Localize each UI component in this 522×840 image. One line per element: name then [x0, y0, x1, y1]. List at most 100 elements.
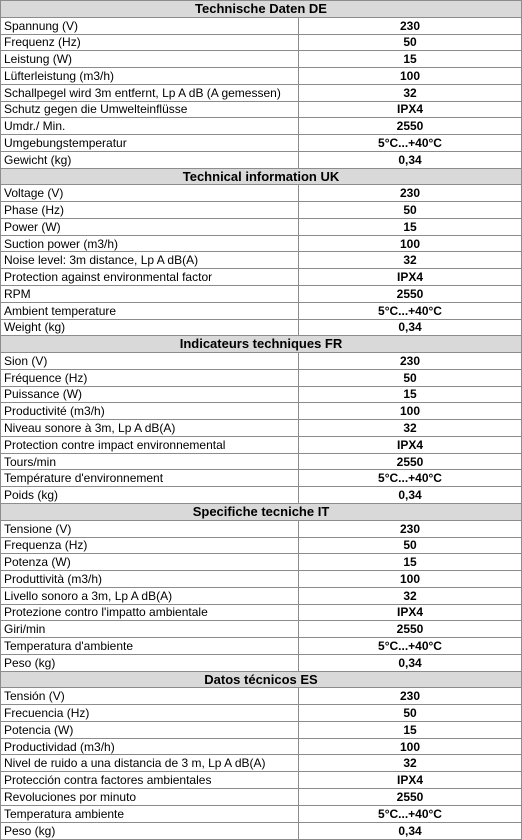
spec-row: Schutz gegen die Umwelteinflüsse IPX4: [0, 100, 522, 119]
spec-label: Spannung (V): [0, 16, 299, 35]
spec-value: 230: [298, 352, 522, 370]
spec-row: Umdr./ Min. 2550: [0, 117, 522, 136]
spec-row: Voltage (V) 230: [0, 184, 522, 203]
spec-label: Tensione (V): [0, 519, 299, 538]
spec-value: 32: [298, 251, 522, 270]
spec-value: 230: [298, 184, 522, 203]
spec-value: 0,34: [298, 653, 522, 672]
spec-label: Tensión (V): [0, 687, 299, 706]
spec-row: Tensión (V) 230: [0, 687, 522, 706]
spec-row: Suction power (m3/h) 100: [0, 234, 522, 253]
spec-label: Leistung (W): [0, 50, 299, 69]
spec-value: 15: [298, 217, 522, 236]
spec-row: Nivel de ruido a una distancia de 3 m, L…: [0, 754, 522, 773]
spec-value: IPX4: [298, 435, 522, 454]
spec-value: 230: [298, 687, 522, 706]
section-title: Specifiche tecniche IT: [0, 502, 522, 521]
spec-label: Protección contra factores ambientales: [0, 771, 299, 789]
spec-label: Fréquence (Hz): [0, 368, 299, 387]
spec-label: Protection contre impact environnemental: [0, 435, 299, 454]
spec-row: Peso (kg) 0,34: [0, 821, 522, 840]
spec-value: IPX4: [298, 603, 522, 622]
spec-value: 100: [298, 737, 522, 756]
spec-label: Puissance (W): [0, 385, 299, 404]
spec-value: 2550: [298, 620, 522, 639]
spec-row: Protezione contro l'impatto ambientale IP…: [0, 603, 522, 622]
spec-row: Protection against environmental factor I…: [0, 268, 522, 287]
spec-label: Poids (kg): [0, 486, 299, 504]
spec-label: Potencia (W): [0, 720, 299, 739]
section-title: Indicateurs techniques FR: [0, 335, 522, 354]
spec-label: Noise level: 3m distance, Lp A dB(A): [0, 251, 299, 270]
spec-row: Protección contra factores ambientales IP…: [0, 771, 522, 789]
spec-label: Température d'environnement: [0, 469, 299, 488]
section-title: Technische Daten DE: [0, 0, 522, 18]
spec-label: Peso (kg): [0, 821, 299, 840]
spec-value: 0,34: [298, 821, 522, 840]
spec-value: 50: [298, 368, 522, 387]
spec-value: 230: [298, 16, 522, 35]
spec-value: 50: [298, 33, 522, 52]
spec-label: Suction power (m3/h): [0, 234, 299, 253]
section-title: Technical information UK: [0, 167, 522, 186]
spec-value: 0,34: [298, 318, 522, 337]
spec-value: 2550: [298, 452, 522, 471]
spec-value: 100: [298, 570, 522, 588]
spec-label: Giri/min: [0, 620, 299, 639]
spec-label: Tours/min: [0, 452, 299, 471]
spec-row: Revoluciones por minuto 2550: [0, 787, 522, 806]
spec-value: 32: [298, 754, 522, 773]
spec-row: Giri/min 2550: [0, 620, 522, 639]
spec-row: Poids (kg) 0,34: [0, 486, 522, 504]
spec-value: IPX4: [298, 268, 522, 287]
spec-row: Niveau sonore à 3m, Lp A dB(A) 32: [0, 419, 522, 437]
spec-row: Frecuencia (Hz) 50: [0, 704, 522, 722]
spec-row: Frequenza (Hz) 50: [0, 536, 522, 555]
spec-row: Power (W) 15: [0, 217, 522, 236]
spec-label: Protezione contro l'impatto ambientale: [0, 603, 299, 622]
spec-label: Productivité (m3/h): [0, 402, 299, 421]
spec-label: Lüfterleistung (m3/h): [0, 67, 299, 85]
spec-value: 2550: [298, 787, 522, 806]
spec-row: Gewicht (kg) 0,34: [0, 150, 522, 169]
spec-label: Sion (V): [0, 352, 299, 370]
spec-row: Noise level: 3m distance, Lp A dB(A) 32: [0, 251, 522, 270]
spec-label: Frecuencia (Hz): [0, 704, 299, 722]
spec-label: Gewicht (kg): [0, 150, 299, 169]
spec-label: Productividad (m3/h): [0, 737, 299, 756]
spec-row: Protection contre impact environnemental…: [0, 435, 522, 454]
spec-value: 32: [298, 83, 522, 102]
spec-row: Frequenz (Hz) 50: [0, 33, 522, 52]
spec-value: 5°C...+40°C: [298, 469, 522, 488]
spec-label: Protection against environmental factor: [0, 268, 299, 287]
spec-row: Fréquence (Hz) 50: [0, 368, 522, 387]
spec-row: Sion (V) 230: [0, 352, 522, 370]
section-header-row: Specifiche tecniche IT: [0, 502, 522, 521]
spec-label: Frequenza (Hz): [0, 536, 299, 555]
spec-value: 230: [298, 519, 522, 538]
spec-value: 2550: [298, 117, 522, 136]
spec-value: 5°C...+40°C: [298, 134, 522, 152]
section-header-row: Datos técnicos ES: [0, 670, 522, 689]
spec-value: 0,34: [298, 150, 522, 169]
spec-label: Power (W): [0, 217, 299, 236]
spec-label: Potenza (W): [0, 553, 299, 572]
spec-row: Température d'environnement 5°C...+40°C: [0, 469, 522, 488]
spec-value: 50: [298, 704, 522, 722]
spec-label: Schutz gegen die Umwelteinflüsse: [0, 100, 299, 119]
section-header-row: Technische Daten DE: [0, 0, 522, 18]
spec-value: 5°C...+40°C: [298, 637, 522, 655]
spec-value: 32: [298, 586, 522, 605]
spec-label: Schallpegel wird 3m entfernt, Lp A dB (A…: [0, 83, 299, 102]
spec-label: Nivel de ruido a una distancia de 3 m, L…: [0, 754, 299, 773]
spec-row: Tensione (V) 230: [0, 519, 522, 538]
spec-row: Potencia (W) 15: [0, 720, 522, 739]
spec-label: Frequenz (Hz): [0, 33, 299, 52]
spec-row: Temperatura d'ambiente 5°C...+40°C: [0, 637, 522, 655]
section-header-row: Indicateurs techniques FR: [0, 335, 522, 354]
spec-row: Tours/min 2550: [0, 452, 522, 471]
spec-row: Lüfterleistung (m3/h) 100: [0, 67, 522, 85]
spec-value: IPX4: [298, 771, 522, 789]
spec-value: 100: [298, 234, 522, 253]
